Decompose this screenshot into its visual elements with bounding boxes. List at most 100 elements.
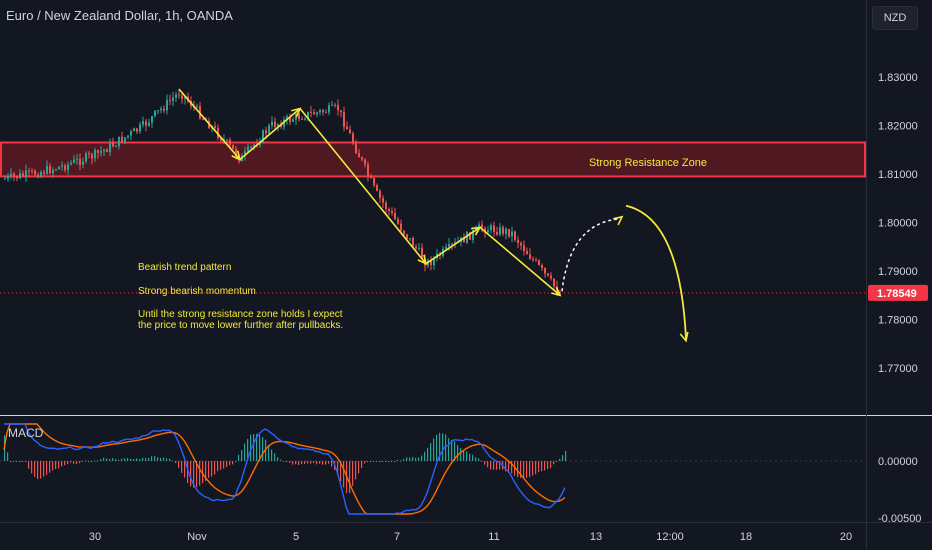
macd-histogram-bar [94, 460, 96, 462]
macd-label: MACD [8, 426, 44, 440]
pullback-arrowhead [613, 215, 624, 226]
candle-body [541, 264, 543, 268]
currency-button[interactable]: NZD [872, 6, 918, 30]
macd-histogram-bar [187, 461, 189, 483]
candle-body [25, 170, 27, 177]
macd-histogram-bar [436, 434, 438, 461]
candle-body [232, 144, 234, 149]
note-expectation-line1: Until the strong resistance zone holds I… [138, 309, 343, 320]
macd-histogram-bar [316, 461, 318, 465]
macd-histogram-bar [43, 461, 45, 477]
current-price-label: 1.78549 [877, 288, 917, 300]
candle-body [169, 99, 171, 101]
candle-body [307, 111, 309, 119]
macd-histogram-bar [58, 461, 60, 469]
candle-body [379, 190, 381, 199]
candle-body [283, 119, 285, 127]
macd-histogram-bar [118, 459, 120, 461]
candle-body [490, 225, 492, 231]
macd-histogram-bar [298, 461, 300, 466]
macd-histogram-bar [268, 444, 270, 461]
candle-body [154, 110, 156, 117]
macd-histogram-bar [79, 461, 81, 464]
macd-histogram-bar [364, 461, 366, 464]
candle-body [55, 169, 57, 171]
macd-histogram-bar [301, 461, 303, 465]
candle-body [406, 234, 408, 239]
macd-histogram-bar [229, 461, 231, 466]
candle-body [124, 137, 126, 143]
time-tick-label: 7 [394, 531, 400, 543]
candle-body [268, 125, 270, 134]
macd-histogram-bar [406, 457, 408, 461]
candle-body [292, 119, 294, 122]
candle-body [391, 210, 393, 214]
candle-body [202, 118, 204, 120]
macd-histogram-bar [199, 461, 201, 486]
candle-body [220, 137, 222, 141]
price-tick-label: 1.82000 [878, 121, 918, 133]
macd-histogram-bar [97, 460, 99, 462]
candle-body [97, 150, 99, 153]
macd-histogram-bar [445, 434, 447, 461]
macd-histogram-bar [85, 460, 87, 462]
candle-body [433, 258, 435, 266]
candle-body [493, 225, 495, 233]
candle-body [277, 124, 279, 128]
macd-histogram-bar [511, 461, 513, 474]
macd-histogram-bar [427, 447, 429, 461]
macd-histogram-bar [10, 461, 12, 462]
macd-histogram-bar [178, 461, 180, 468]
macd-histogram-bar [517, 461, 519, 478]
macd-histogram-bar [226, 461, 228, 467]
macd-histogram-bar [496, 461, 498, 470]
macd-histogram-bar [349, 461, 351, 494]
macd-histogram-bar [538, 461, 540, 472]
macd-histogram-bar [52, 461, 54, 471]
macd-histogram-bar [274, 453, 276, 461]
macd-histogram-bar [172, 460, 174, 462]
macd-histogram-bar [487, 461, 489, 468]
candle-body [148, 122, 150, 126]
candle-body [508, 228, 510, 237]
candle-body [445, 246, 447, 249]
time-tick-label: 13 [590, 531, 602, 543]
macd-histogram-bar [13, 461, 15, 462]
macd-histogram-bar [430, 442, 432, 461]
candle-body [127, 135, 129, 138]
macd-histogram-bar [481, 460, 483, 462]
macd-histogram-bar [478, 458, 480, 461]
macd-histogram-bar [361, 461, 363, 469]
candle-body [91, 154, 93, 159]
price-tick-label: 1.80000 [878, 218, 918, 230]
candle-body [265, 130, 267, 134]
candle-body [544, 267, 546, 274]
macd-histogram-bar [535, 461, 537, 475]
macd-histogram-bar [367, 461, 369, 462]
macd-histogram-bar [235, 461, 237, 462]
macd-histogram-bar [547, 461, 549, 470]
macd-histogram-bar [253, 434, 255, 461]
note-trend: Bearish trend pattern [138, 262, 232, 273]
candle-body [400, 223, 402, 231]
macd-histogram-bar [271, 449, 273, 461]
macd-histogram-bar [340, 461, 342, 482]
candle-body [472, 230, 474, 240]
macd-histogram-bar [352, 461, 354, 486]
time-tick-label: 12:00 [656, 531, 684, 543]
macd-histogram-bar [409, 457, 411, 461]
candle-body [139, 124, 141, 132]
macd-histogram-bar [295, 461, 297, 465]
macd-histogram-bar [433, 438, 435, 461]
macd-histogram-bar [196, 461, 198, 488]
macd-histogram-bar [121, 458, 123, 461]
candle-body [469, 231, 471, 240]
candle-body [76, 158, 78, 160]
candle-body [430, 260, 432, 266]
candle-body [121, 136, 123, 143]
candle-body [115, 146, 117, 148]
macd-histogram-bar [73, 461, 75, 464]
macd-histogram-bar [394, 461, 396, 462]
macd-histogram-bar [505, 461, 507, 472]
